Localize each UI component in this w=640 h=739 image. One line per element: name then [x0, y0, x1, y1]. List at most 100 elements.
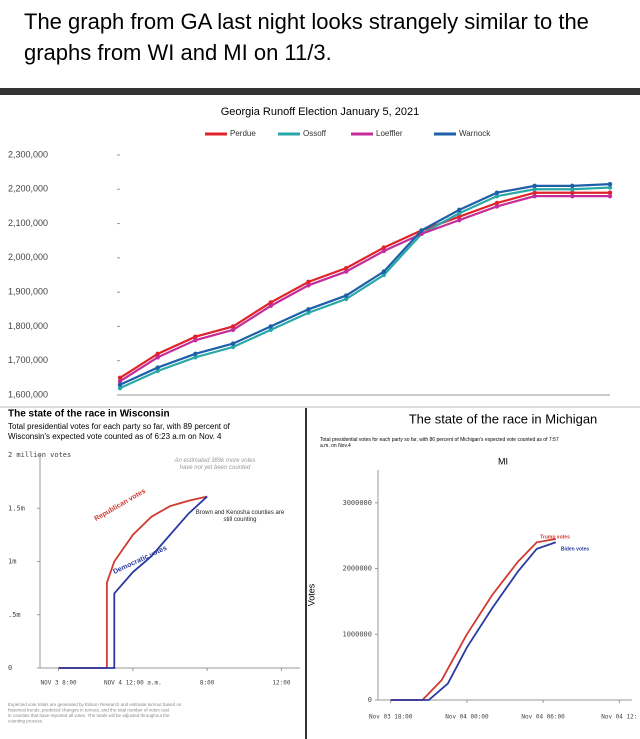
y-tick-label: 1,600,000 — [8, 389, 48, 399]
point — [343, 269, 349, 274]
point — [268, 303, 273, 309]
y-tick-label: .5m — [8, 611, 21, 619]
y-axis-label: Votes — [306, 583, 316, 606]
chart-title: Georgia Runoff Election January 5, 2021 — [221, 106, 420, 118]
legend-label: Loeffler — [376, 129, 403, 138]
series-line — [119, 186, 611, 390]
point — [268, 300, 273, 305]
point — [268, 327, 273, 333]
chart-title: The state of the race in Wisconsin — [8, 409, 170, 420]
point — [532, 193, 537, 199]
point — [117, 382, 123, 387]
y-tick-label: 1000000 — [342, 630, 372, 638]
series-line — [119, 195, 610, 383]
annotation: Brown and Kenosha counties are still coun… — [196, 510, 285, 523]
chart-label: MI — [498, 456, 508, 466]
y-tick-label: 3000000 — [342, 499, 372, 507]
point — [343, 265, 349, 271]
point — [532, 190, 537, 195]
point — [193, 351, 198, 357]
series-line — [58, 495, 208, 669]
y-tick-label: 2,000,000 — [8, 252, 48, 262]
point — [306, 310, 311, 315]
y-tick-label: 1.5m — [8, 504, 25, 512]
caption: The graph from GA last night looks stran… — [24, 9, 589, 65]
y-tick-label: 1m — [8, 558, 16, 566]
point — [155, 355, 160, 360]
x-tick-label: Nov 04 06:00 — [521, 714, 565, 721]
point — [230, 341, 236, 346]
frame-bar — [0, 88, 640, 95]
point — [306, 279, 311, 285]
point — [607, 181, 613, 187]
series-label: Republican votes — [93, 488, 147, 523]
series-label: Democratic votes — [112, 545, 168, 576]
y-tick-label: 1,800,000 — [8, 321, 48, 331]
x-tick-label: 12:00 — [272, 680, 290, 687]
y-tick-label: 1,900,000 — [8, 287, 48, 297]
point — [230, 324, 236, 329]
series-line — [119, 183, 611, 386]
point — [343, 293, 349, 298]
y-tick-label: 2,200,000 — [8, 184, 48, 194]
x-tick-label: NOV 3 8:00 — [41, 680, 78, 687]
point — [343, 296, 349, 302]
series-line — [390, 538, 556, 701]
x-tick-label: NOV 4 12:00 a.m. — [104, 680, 162, 687]
y-tick-label: 2000000 — [342, 565, 372, 573]
legend-label: Ossoff — [303, 129, 327, 138]
point — [532, 187, 537, 192]
y-tick-label: 0 — [368, 696, 372, 704]
y-tick-label: 2,100,000 — [8, 218, 48, 228]
point — [570, 190, 575, 195]
y-tick-label: 1,700,000 — [8, 355, 48, 365]
point — [494, 204, 500, 209]
legend-label: Perdue — [230, 129, 256, 138]
series-label: Biden votes — [561, 546, 590, 552]
point — [457, 214, 462, 219]
point — [381, 245, 387, 250]
x-tick-label: Nov 04 12: — [601, 714, 637, 721]
point — [155, 368, 160, 374]
point — [306, 283, 311, 288]
point — [193, 337, 198, 343]
series-line — [119, 191, 610, 379]
chart-subtitle: Total presidential votes for each party … — [320, 437, 559, 449]
series-line — [58, 495, 208, 669]
point — [117, 385, 123, 391]
point — [532, 183, 537, 189]
point — [193, 334, 198, 339]
x-tick-label: Nov 03 18:00 — [369, 714, 413, 721]
point — [419, 228, 424, 233]
point — [193, 355, 198, 360]
y-tick-label: 0 — [8, 664, 12, 672]
point — [494, 200, 500, 206]
chart-subtitle: Total presidential votes for each party … — [8, 422, 231, 441]
point — [230, 344, 236, 350]
point — [381, 269, 387, 274]
point — [607, 190, 613, 195]
series-line — [390, 541, 557, 701]
point — [268, 324, 273, 329]
point — [607, 193, 613, 199]
point — [117, 375, 123, 381]
point — [494, 190, 500, 195]
point — [230, 327, 236, 333]
point — [570, 193, 575, 199]
x-tick-label: 8:00 — [200, 680, 215, 687]
point — [381, 272, 387, 278]
point — [306, 307, 311, 312]
series-label: Trump votes — [540, 534, 570, 540]
point — [457, 207, 462, 213]
point — [607, 185, 613, 190]
point — [570, 183, 575, 189]
legend-label: Warnock — [459, 129, 491, 138]
point — [457, 217, 462, 223]
point — [457, 211, 462, 216]
point — [381, 248, 387, 254]
point — [155, 351, 160, 357]
x-tick-label: Nov 04 00:00 — [445, 714, 489, 721]
footnote: Expected vote totals are generated by Ed… — [8, 702, 182, 724]
